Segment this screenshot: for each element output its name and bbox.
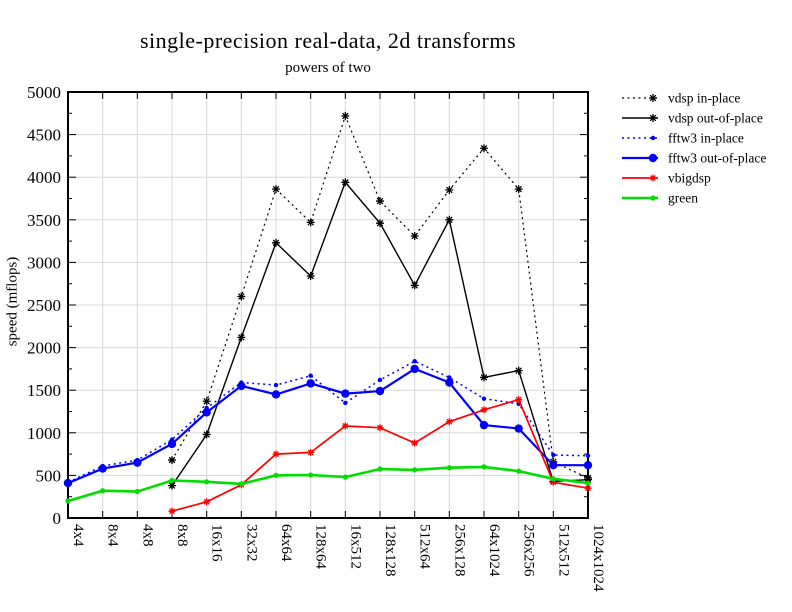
series-green	[65, 464, 591, 504]
gridlines	[68, 92, 588, 518]
y-tick-labels: 0 500 1000 1500 2000 2500 3000 3500 4000 4500 5000	[27, 83, 61, 528]
y-tick-label: 5000	[27, 83, 61, 102]
chart-title: single-precision real-data, 2d transform…	[139, 28, 517, 53]
series-markers-vdsp-out-of-place	[168, 178, 592, 490]
series-line-green	[67, 465, 589, 503]
x-tick-label: 64x64	[278, 524, 294, 562]
y-tick-label: 2000	[27, 339, 61, 358]
series-markers-fftw3-out-of-place	[63, 364, 593, 488]
series-markers-vbigdsp	[168, 396, 592, 515]
legend-label: fftw3 out-of-place	[668, 151, 766, 166]
x-tick-label: 4x8	[139, 524, 155, 547]
x-tick-label: 256x128	[451, 524, 467, 577]
legend: vdsp in-place vdsp out-of-place fftw3 in-p…	[622, 91, 766, 206]
y-tick-label: 500	[36, 466, 62, 485]
legend-label: vbigdsp	[668, 171, 711, 186]
axis-ticks	[67, 91, 589, 519]
legend-marker	[650, 135, 656, 141]
x-tick-label: 16x16	[209, 524, 225, 562]
legend-label: vdsp in-place	[668, 91, 740, 106]
legend-marker	[648, 153, 658, 163]
legend-marker	[650, 195, 656, 201]
legend-entry-vbigdsp: vbigdsp	[622, 171, 711, 186]
legend-entry-fftw3-in-place: fftw3 in-place	[622, 131, 744, 146]
legend-label: fftw3 in-place	[668, 131, 744, 146]
series-line-fftw3-in-place	[67, 360, 589, 483]
series-markers-fftw3-in-place	[65, 359, 591, 485]
legend-entry-vdsp-out-of-place: vdsp out-of-place	[622, 111, 763, 126]
series-fftw3-out-of-place	[63, 364, 593, 488]
x-tick-label: 32x32	[243, 524, 259, 562]
legend-marker	[649, 94, 657, 102]
x-tick-label: 64x1024	[486, 524, 502, 577]
series-line-fftw3-out-of-place	[67, 367, 588, 485]
legend-label: vdsp out-of-place	[668, 111, 763, 126]
legend-label: green	[668, 191, 698, 206]
x-tick-label: 256x256	[521, 524, 537, 577]
y-tick-label: 3000	[27, 253, 61, 272]
x-tick-label: 8x8	[174, 524, 190, 547]
chart-subtitle: powers of two	[285, 60, 371, 76]
legend-entry-green: green	[622, 191, 698, 206]
series-vdsp-out-of-place	[168, 178, 592, 490]
series-fftw3-in-place	[65, 359, 591, 485]
series-markers-green	[65, 464, 591, 504]
legend-entry-fftw3-out-of-place: fftw3 out-of-place	[622, 151, 766, 166]
x-tick-label: 128x64	[313, 524, 329, 570]
y-tick-label: 1500	[27, 381, 61, 400]
legend-marker	[649, 114, 657, 122]
x-tick-label: 8x4	[105, 524, 121, 547]
legend-marker	[649, 174, 657, 182]
x-tick-label: 4x4	[70, 524, 86, 547]
y-tick-label: 3500	[27, 211, 61, 230]
x-tick-label: 512x512	[555, 524, 571, 577]
y-tick-label: 2500	[27, 296, 61, 315]
legend-entry-vdsp-in-place: vdsp in-place	[622, 91, 740, 106]
x-tick-label: 16x512	[347, 524, 363, 569]
y-tick-label: 0	[53, 509, 62, 528]
x-tick-label: 1024x1024	[590, 524, 606, 592]
y-tick-label: 1000	[27, 424, 61, 443]
y-tick-label: 4000	[27, 168, 61, 187]
x-tick-labels: 4x4 8x4 4x8 8x8 16x16 32x32 64x64 128x64 16x512 1…	[70, 524, 606, 592]
x-tick-label: 128x128	[382, 524, 398, 577]
x-tick-label: 512x64	[417, 524, 433, 570]
y-tick-label: 4500	[27, 126, 61, 145]
